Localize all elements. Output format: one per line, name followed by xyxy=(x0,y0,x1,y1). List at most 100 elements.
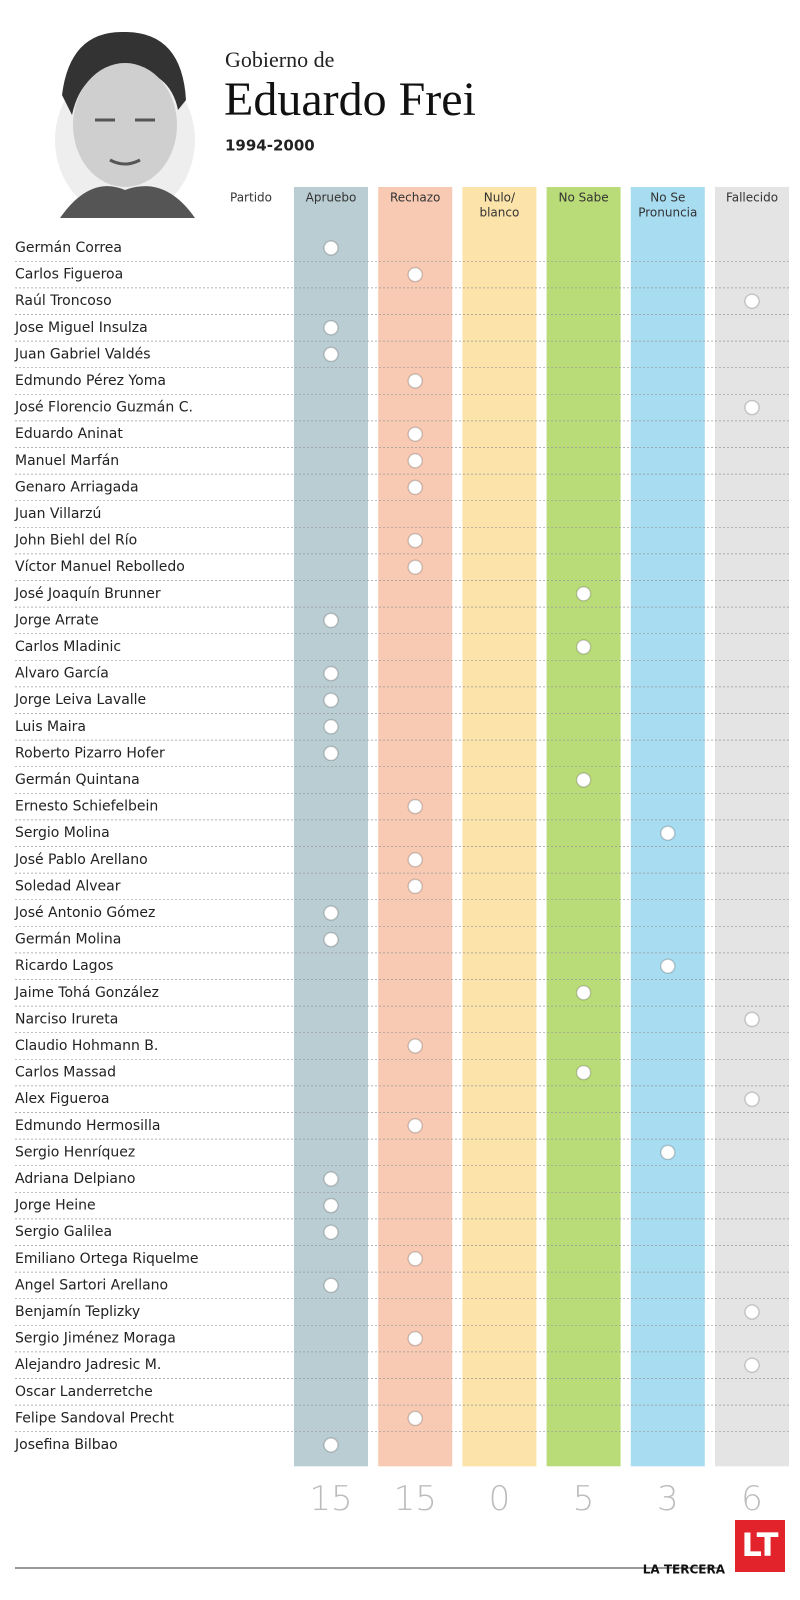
column-total: 3 xyxy=(657,1479,679,1519)
header-kicker: Gobierno de xyxy=(225,47,334,72)
vote-dot xyxy=(407,373,423,389)
vote-dot xyxy=(407,798,423,815)
row-name: Eduardo Aninat xyxy=(15,426,123,442)
vote-dot xyxy=(323,240,339,256)
row-name: Alex Figueroa xyxy=(15,1091,109,1107)
column-total: 15 xyxy=(309,1479,352,1519)
vote-dot xyxy=(323,745,339,762)
column-band xyxy=(546,187,621,1467)
vote-dot xyxy=(407,1118,423,1134)
vote-dot xyxy=(744,1357,760,1373)
vote-dot xyxy=(323,1437,339,1453)
row-name: Alvaro García xyxy=(15,666,109,682)
vote-dot xyxy=(323,1171,339,1187)
row-name: Raúl Troncoso xyxy=(15,293,112,309)
row-name: Angel Sartori Arellano xyxy=(15,1277,168,1293)
row-name: Oscar Landerretche xyxy=(15,1384,153,1400)
row-name: Manuel Marfán xyxy=(15,453,119,469)
row-name: Jorge Arrate xyxy=(14,612,99,628)
footer-source: LA TERCERA xyxy=(643,1563,726,1577)
row-name: Jaime Tohá González xyxy=(14,985,159,1001)
row-name: Sergio Jiménez Moraga xyxy=(15,1331,176,1347)
column-header: Apruebo xyxy=(306,191,357,205)
vote-dot xyxy=(323,1197,339,1214)
row-name: Carlos Mladinic xyxy=(15,639,121,655)
row-name: José Joaquín Brunner xyxy=(14,586,161,602)
row-name: José Pablo Arellano xyxy=(14,852,148,868)
header-title: Eduardo Frei xyxy=(224,73,476,126)
column-header: blanco xyxy=(479,206,519,220)
column-bands xyxy=(294,187,789,1467)
vote-dot xyxy=(407,453,423,469)
row-name: Edmundo Pérez Yoma xyxy=(15,373,166,389)
row-name: Benjamín Teplizky xyxy=(15,1304,140,1320)
vote-dot xyxy=(407,1330,423,1347)
vote-dot xyxy=(575,985,592,1001)
row-name: Felipe Sandoval Precht xyxy=(15,1410,174,1426)
row-name: José Antonio Gómez xyxy=(14,905,155,921)
row-name: Ricardo Lagos xyxy=(15,958,113,974)
vote-dot xyxy=(660,958,676,974)
vote-dot xyxy=(744,399,760,416)
logo-box xyxy=(735,1520,785,1572)
vote-dot xyxy=(323,346,339,363)
row-name: Luis Maira xyxy=(15,719,86,735)
vote-dot xyxy=(660,1144,676,1161)
row-name: Sergio Galilea xyxy=(15,1224,112,1240)
row-name: Jorge Heine xyxy=(14,1198,96,1214)
row-name: Víctor Manuel Rebolledo xyxy=(15,559,185,575)
vote-dot xyxy=(575,1064,592,1081)
column-total: 6 xyxy=(741,1479,763,1519)
row-name: Juan Gabriel Valdés xyxy=(14,346,151,362)
row-name: Carlos Figueroa xyxy=(15,267,123,283)
row-name: Edmundo Hermosilla xyxy=(15,1118,160,1134)
row-name: Jose Miguel Insulza xyxy=(14,320,148,336)
vote-dot xyxy=(575,586,592,602)
row-name: John Biehl del Río xyxy=(14,533,137,549)
vote-dot xyxy=(407,1038,423,1054)
vote-dot xyxy=(323,665,339,682)
vote-dot xyxy=(407,532,423,549)
name-header: Partido xyxy=(230,191,272,205)
vote-dot xyxy=(744,1011,760,1028)
vote-dot xyxy=(407,852,423,868)
row-name: Claudio Hohmann B. xyxy=(15,1038,158,1054)
vote-dot xyxy=(407,1410,423,1427)
column-total: 15 xyxy=(394,1479,437,1519)
vote-dot xyxy=(407,479,423,496)
vote-dot xyxy=(323,320,339,336)
vote-dot xyxy=(660,825,676,841)
portrait xyxy=(55,31,195,218)
row-name: Josefina Bilbao xyxy=(14,1437,118,1453)
vote-dot xyxy=(323,692,339,708)
vote-dot xyxy=(323,719,339,735)
row-name: Soledad Alvear xyxy=(15,878,121,894)
row-name: Carlos Massad xyxy=(15,1065,116,1081)
column-band xyxy=(715,187,789,1467)
column-total: 0 xyxy=(489,1479,511,1519)
column-header: No Sabe xyxy=(559,191,609,205)
header-period: 1994-2000 xyxy=(225,137,315,155)
column-header: Fallecido xyxy=(726,191,778,205)
row-name: Roberto Pizarro Hofer xyxy=(15,745,165,761)
vote-dot xyxy=(407,559,423,575)
logo: LT xyxy=(742,1526,779,1564)
row-name: Ernesto Schiefelbein xyxy=(15,799,158,815)
column-header: Pronuncia xyxy=(638,206,697,220)
row-name: Genaro Arriagada xyxy=(15,479,139,495)
row-name: Emiliano Ortega Riquelme xyxy=(15,1251,199,1267)
vote-dot xyxy=(323,1277,339,1294)
vote-dot xyxy=(407,426,423,442)
row-name: Adriana Delpiano xyxy=(15,1171,135,1187)
row-name: Sergio Henríquez xyxy=(15,1144,135,1160)
column-header: Rechazo xyxy=(390,191,440,205)
row-name: Germán Molina xyxy=(15,932,121,948)
column-band xyxy=(462,187,537,1467)
vote-dot xyxy=(323,905,339,921)
vote-dot xyxy=(744,293,760,309)
column-header: No Se xyxy=(650,191,685,205)
row-name: Jorge Leiva Lavalle xyxy=(14,692,146,708)
row-name: Sergio Molina xyxy=(15,825,110,841)
vote-dot xyxy=(407,1251,423,1267)
